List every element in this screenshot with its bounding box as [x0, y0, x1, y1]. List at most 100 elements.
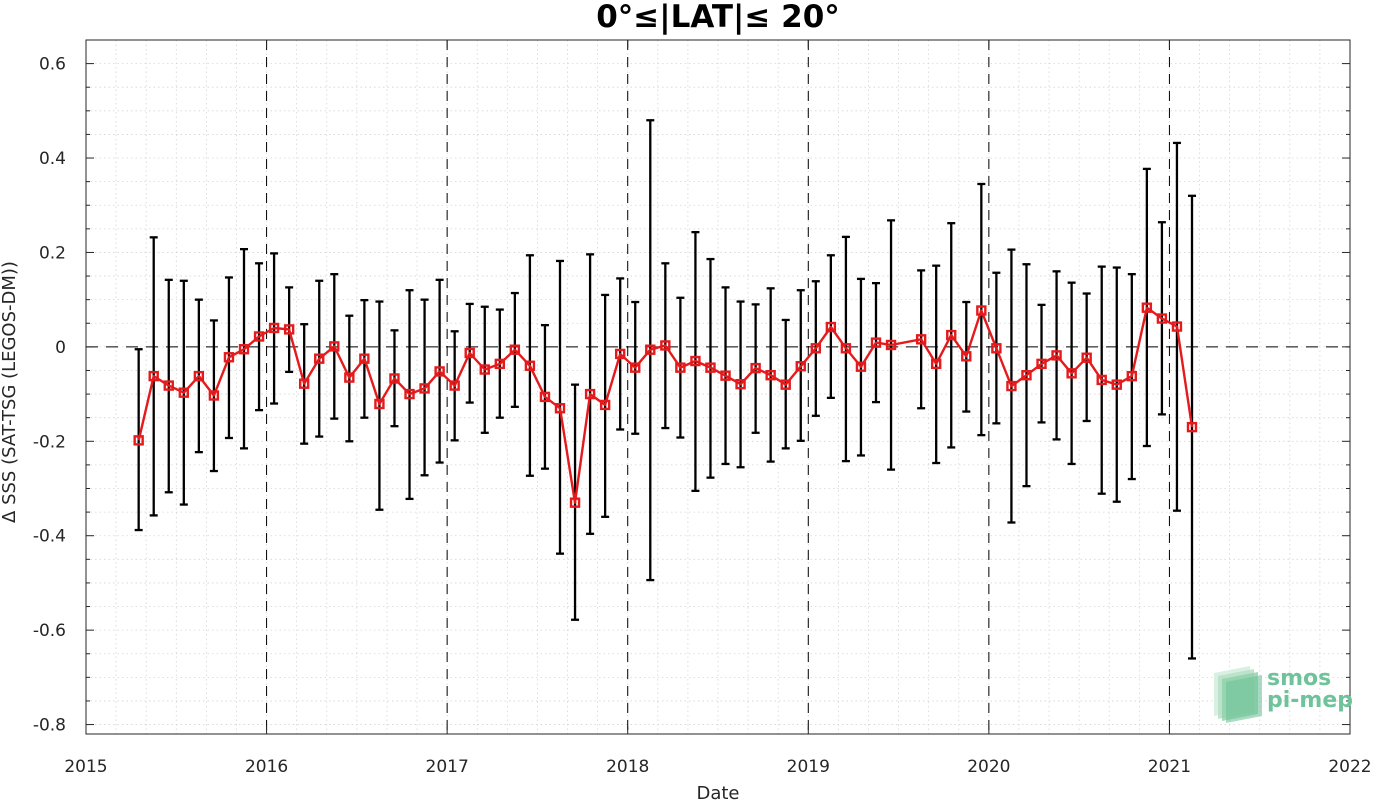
data-point-marker: [976, 305, 987, 316]
data-point-marker: [1081, 352, 1092, 363]
data-point-marker: [1021, 369, 1032, 381]
data-point-marker: [283, 324, 295, 335]
logo-text-pi-mep: pi-mep: [1267, 688, 1353, 713]
data-point-marker: [193, 370, 205, 382]
data-point-marker: [253, 331, 265, 342]
data-point-marker: [946, 329, 957, 341]
y-tick-label: 0.6: [39, 55, 66, 75]
data-point-marker: [344, 372, 355, 383]
y-tick-label: 0.4: [39, 149, 66, 169]
data-point-marker: [298, 378, 310, 389]
y-axis-title: Δ SSS (SAT-TSG (LEGOS-DM)): [0, 261, 20, 523]
data-point-marker: [404, 388, 415, 400]
data-point-marker: [705, 362, 716, 373]
data-point-marker: [133, 435, 144, 446]
data-point-marker: [419, 383, 430, 394]
data-point-marker: [795, 361, 806, 372]
data-point-marker: [1096, 374, 1107, 386]
data-point-marker: [1066, 368, 1077, 379]
data-point-marker: [374, 398, 385, 410]
data-point-marker: [223, 352, 235, 363]
data-point-marker: [479, 364, 490, 375]
series-line: [137, 306, 1194, 504]
data-point-marker: [359, 353, 370, 364]
data-point-marker: [148, 370, 159, 382]
data-point-marker: [750, 362, 761, 374]
y-tick-label: 0: [55, 338, 66, 358]
data-point-marker: [630, 362, 641, 373]
logo-text-smos: smos: [1267, 666, 1331, 691]
data-point-marker: [268, 322, 280, 334]
data-point-marker: [825, 321, 837, 333]
data-point-marker: [1141, 302, 1153, 313]
data-point-marker: [735, 378, 746, 390]
data-point-marker: [599, 399, 611, 411]
data-point-marker: [1006, 380, 1017, 392]
data-point-marker: [720, 370, 731, 381]
axis-ticks: [85, 40, 1351, 734]
year-separators: [86, 40, 1350, 734]
data-point-marker: [1036, 358, 1047, 370]
x-tick-label: 2022: [1328, 757, 1371, 777]
x-tick-label: 2019: [787, 757, 830, 777]
y-tick-labels: 0.6 0.4 0.2 0 -0.2 -0.4 -0.6 -0.8: [33, 55, 66, 736]
data-point-marker: [765, 369, 776, 381]
data-point-marker: [780, 379, 791, 390]
plot-frame: [85, 39, 1351, 735]
data-point-marker: [569, 497, 581, 508]
data-point-marker: [449, 380, 460, 391]
data-point-marker: [1186, 421, 1198, 433]
chart-title: 0°≤|LAT|≤ 20°: [596, 0, 840, 35]
data-point-marker: [810, 343, 822, 354]
data-point-marker: [1111, 379, 1122, 390]
data-point-marker: [314, 353, 325, 364]
data-point-marker: [208, 390, 220, 401]
data-point-marker: [885, 339, 897, 351]
smos-pi-mep-logo: smos pi-mep: [1214, 666, 1353, 723]
y-tick-label: -0.4: [33, 527, 66, 547]
x-tick-label: 2021: [1148, 757, 1191, 777]
error-bars: [134, 119, 1196, 660]
data-point-marker: [690, 355, 701, 367]
x-tick-label: 2016: [245, 757, 288, 777]
data-point-marker: [645, 344, 656, 355]
y-tick-label: -0.2: [33, 432, 66, 452]
data-point-marker: [329, 341, 340, 352]
data-point-marker: [675, 362, 686, 373]
x-tick-label: 2020: [967, 757, 1010, 777]
data-point-marker: [1156, 313, 1168, 324]
x-tick-label: 2017: [426, 757, 469, 777]
data-point-marker: [660, 340, 671, 351]
data-point-marker: [870, 337, 882, 348]
data-point-marker: [1171, 321, 1183, 332]
x-tick-label: 2015: [64, 757, 107, 777]
data-point-marker: [840, 343, 852, 354]
data-point-marker: [1051, 350, 1062, 361]
y-tick-label: 0.2: [39, 243, 66, 263]
data-point-marker: [464, 347, 475, 359]
data-point-marker: [991, 343, 1002, 354]
data-point-marker: [389, 373, 400, 384]
data-point-marker: [524, 360, 536, 371]
data-point-marker: [614, 348, 626, 360]
y-tick-label: -0.8: [33, 716, 66, 736]
gridlines: [86, 40, 1350, 734]
data-point-marker: [1126, 370, 1138, 382]
data-point-marker: [494, 358, 506, 370]
x-tick-label: 2018: [606, 757, 649, 777]
data-point-marker: [930, 358, 942, 370]
data-point-marker: [238, 344, 250, 355]
data-point-marker: [509, 344, 521, 355]
data-point-marker: [915, 334, 927, 345]
data-point-marker: [584, 388, 596, 400]
x-tick-labels: 2015 2016 2017 2018 2019 2020 2021 2022: [64, 757, 1371, 777]
data-point-marker: [855, 361, 867, 372]
x-axis-title: Date: [696, 783, 739, 801]
data-point-marker: [961, 351, 972, 362]
y-tick-label: -0.6: [33, 621, 66, 641]
data-point-marker: [539, 391, 551, 403]
data-point-marker: [178, 387, 190, 398]
data-point-marker: [163, 380, 174, 391]
data-point-marker: [434, 366, 445, 377]
